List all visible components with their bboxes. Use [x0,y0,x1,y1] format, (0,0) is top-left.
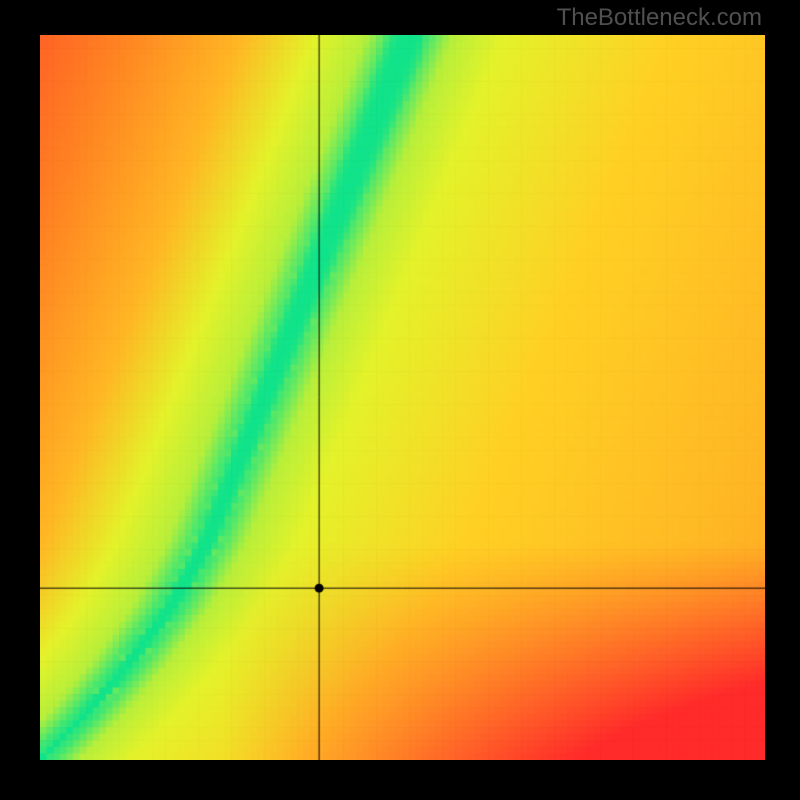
bottleneck-heatmap [40,35,765,760]
watermark-text: TheBottleneck.com [557,4,762,32]
